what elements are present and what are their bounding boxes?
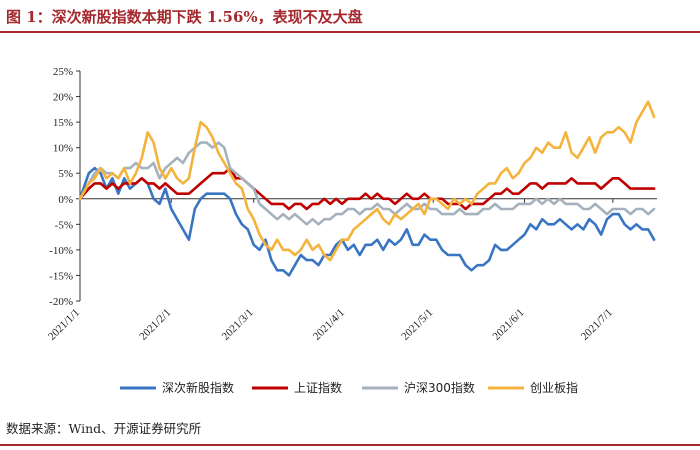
- series-line-2: [78, 141, 656, 226]
- y-tick-label: 10%: [53, 143, 73, 155]
- x-tick-label: 2021/7/1: [579, 307, 615, 343]
- y-tick-label: -20%: [49, 296, 73, 308]
- y-tick-label: 25%: [53, 66, 73, 78]
- legend-label-3: 创业板指: [530, 380, 578, 395]
- figure-title: 图 1：深次新股指数本期下跌 1.56%，表现不及大盘: [6, 8, 363, 26]
- series-lines: [78, 100, 656, 277]
- series-line-1: [78, 166, 656, 211]
- title-divider: [0, 31, 700, 33]
- legend-label-2: 沪深300指数: [404, 380, 475, 395]
- legend: 深次新股指数 上证指数 沪深300指数 创业板指: [120, 380, 578, 395]
- x-tick-label: 2021/2/1: [137, 307, 173, 343]
- x-tick-label: 2021/5/1: [399, 307, 435, 343]
- series-line-3: [78, 100, 656, 262]
- x-tick-label: 2021/4/1: [311, 307, 347, 343]
- line-chart: 25% 20% 15% 10% 5% 0% -5% -10% -15% -20% 2021/1/1…: [46, 66, 657, 395]
- y-tick-label: -5%: [55, 219, 73, 231]
- x-axis: 2021/1/1 2021/2/1 2021/3/1 2021/4/1 2021/5/1…: [46, 198, 657, 343]
- y-tick-label: -10%: [49, 245, 73, 257]
- bottom-divider: [0, 444, 700, 446]
- y-tick-label: 0%: [58, 194, 73, 206]
- x-tick-label: 2021/1/1: [46, 307, 82, 343]
- x-tick-label: 2021/3/1: [220, 307, 256, 343]
- y-tick-label: 20%: [53, 92, 73, 104]
- y-tick-label: -15%: [49, 270, 73, 282]
- x-tick-label: 2021/6/1: [490, 307, 526, 343]
- y-axis: 25% 20% 15% 10% 5% 0% -5% -10% -15% -20%: [49, 66, 81, 308]
- series-line-0: [78, 166, 656, 277]
- legend-label-0: 深次新股指数: [162, 380, 234, 395]
- y-tick-label: 5%: [58, 168, 73, 180]
- source-note: 数据来源：Wind、开源证券研究所: [6, 421, 202, 436]
- y-tick-label: 15%: [53, 117, 73, 129]
- legend-label-1: 上证指数: [294, 380, 342, 395]
